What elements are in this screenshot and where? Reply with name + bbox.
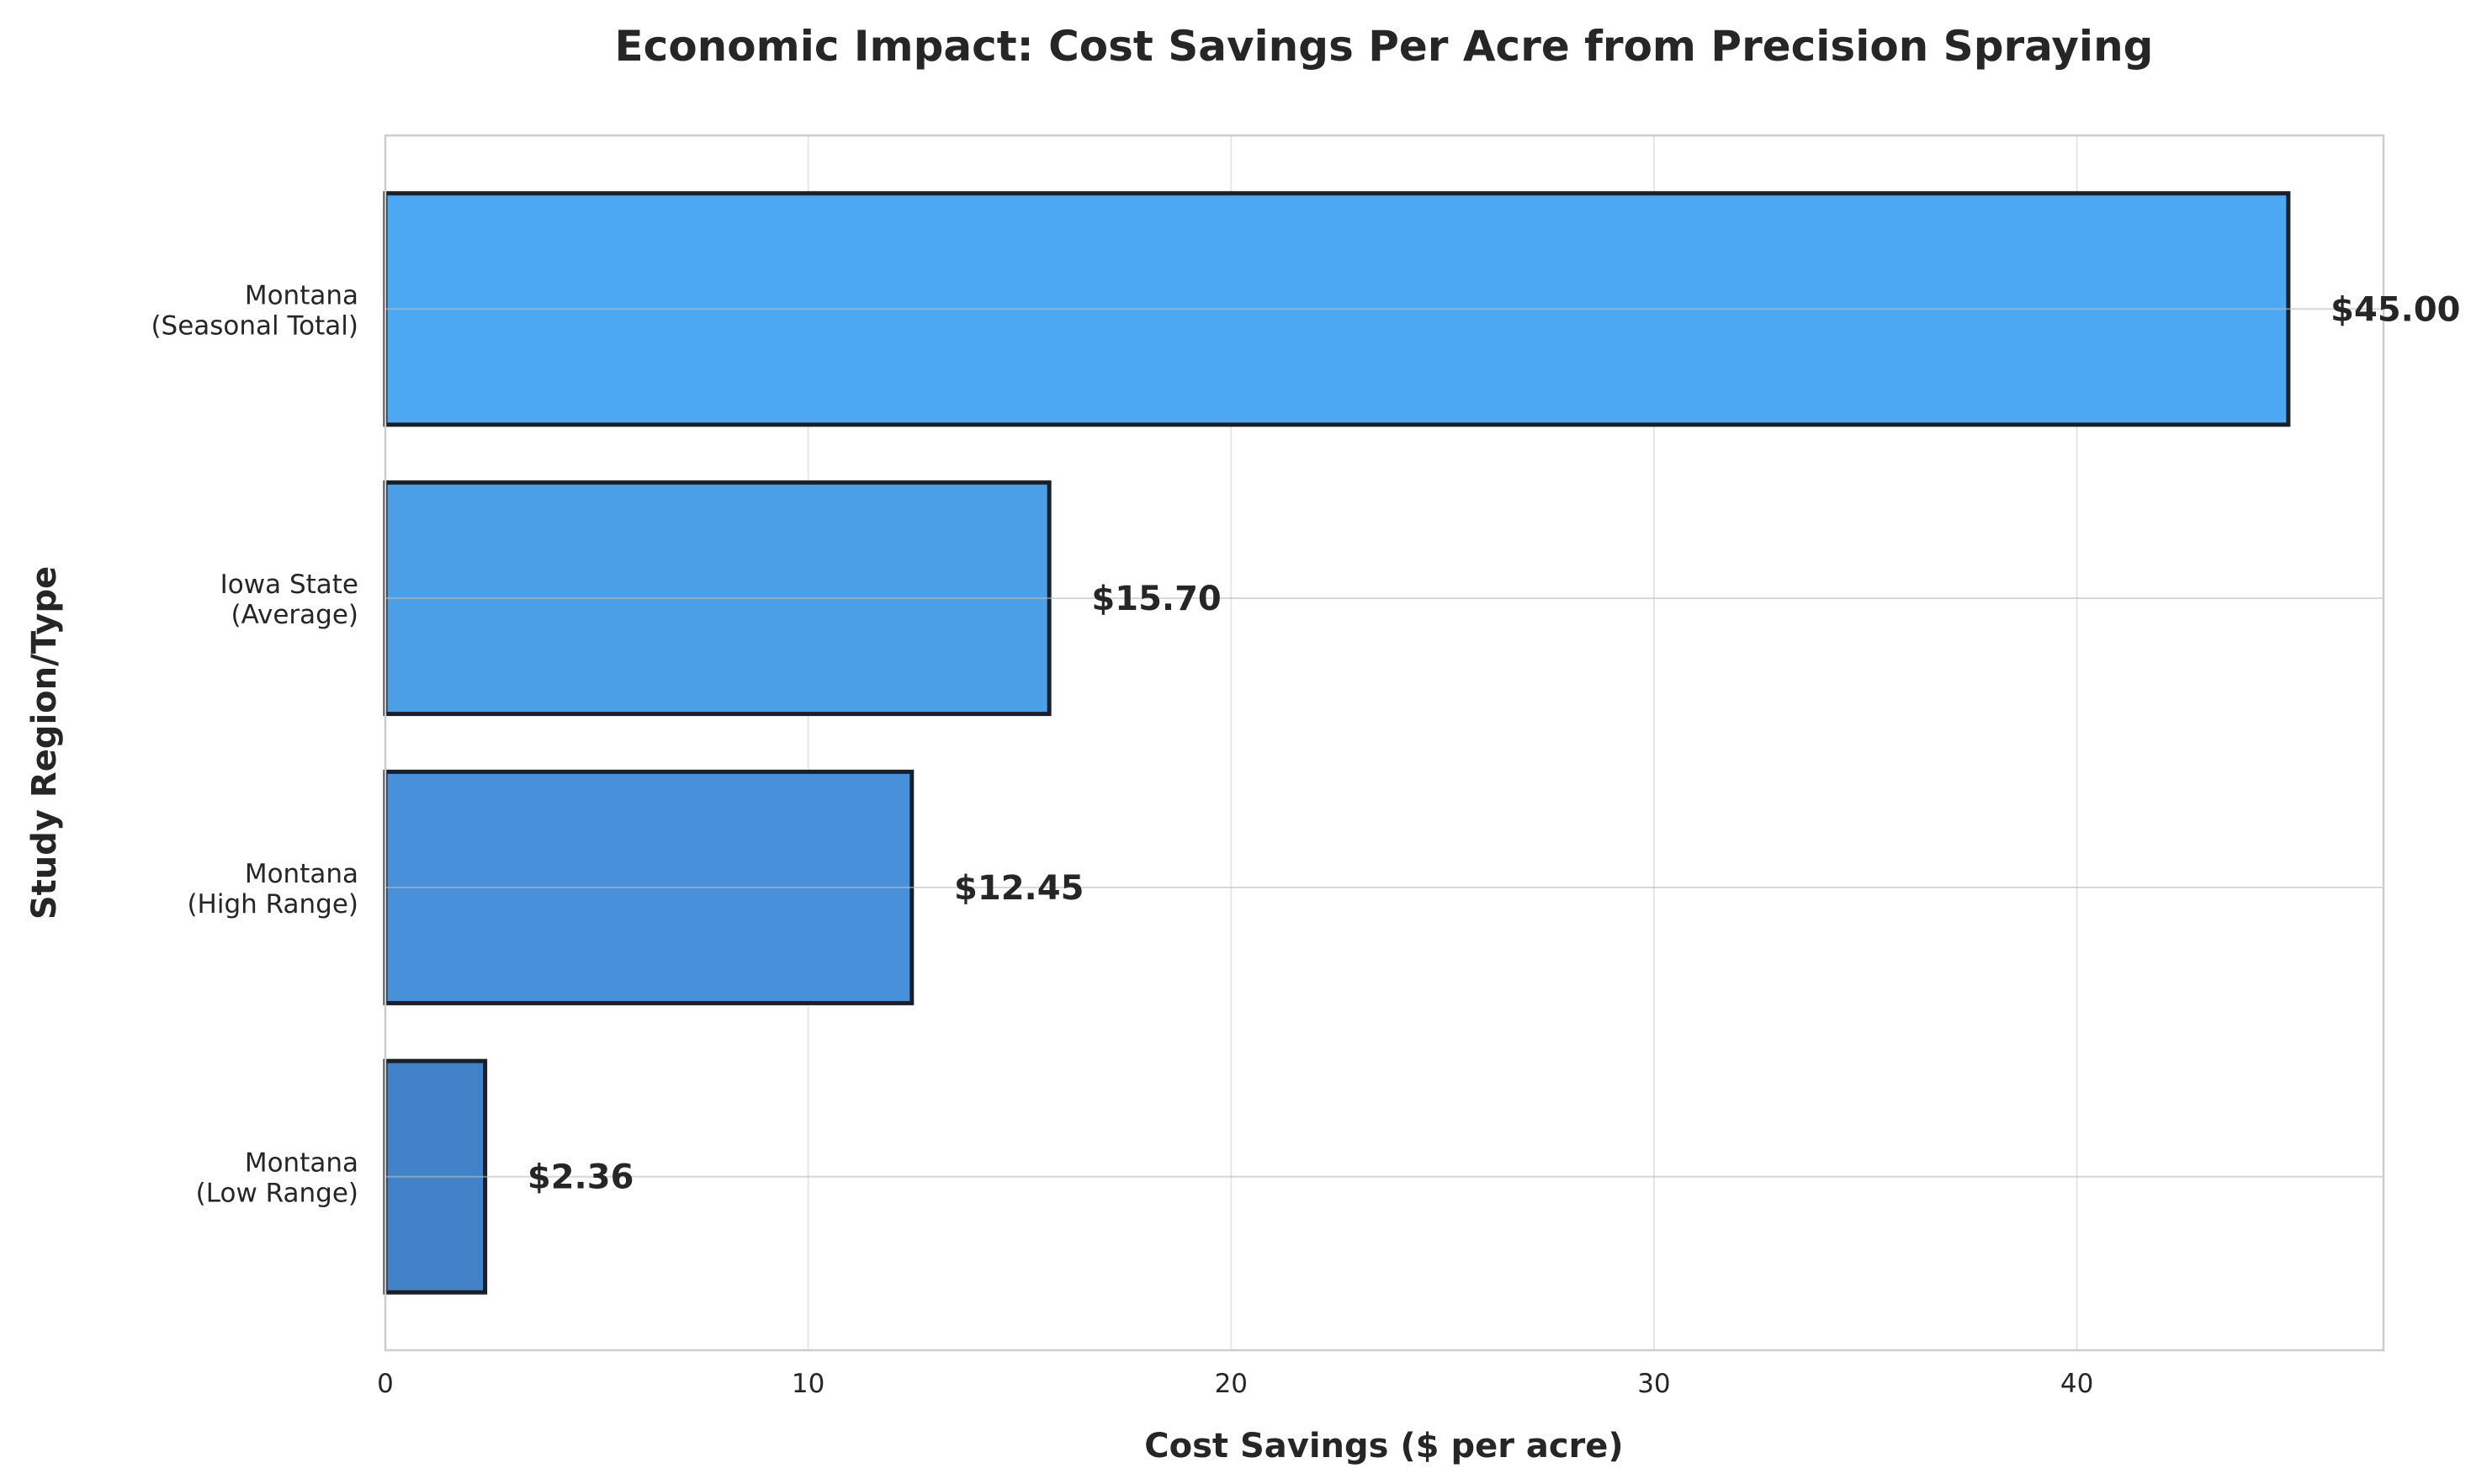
data-label: $15.70 — [1091, 580, 1221, 618]
y-axis-label: Study Region/Type — [25, 566, 64, 920]
y-tick-label: Montana (High Range) — [187, 859, 358, 920]
data-label: $2.36 — [528, 1158, 634, 1197]
data-label: $12.45 — [954, 869, 1084, 908]
x-tick-label: 40 — [2060, 1369, 2093, 1399]
chart-title: Economic Impact: Cost Savings Per Acre f… — [615, 22, 2154, 71]
y-tick-label: Montana (Seasonal Total) — [151, 280, 358, 341]
x-tick-label: 0 — [377, 1369, 394, 1399]
y-tick-label: Montana (Low Range) — [196, 1148, 358, 1209]
y-tick-label: Iowa State (Average) — [220, 570, 358, 630]
horizontal-gridlines — [385, 308, 2383, 1178]
x-tick-label: 20 — [1215, 1369, 1248, 1399]
data-label: $45.00 — [2330, 290, 2460, 329]
data-labels: $2.36 $12.45 $15.70 $45.00 — [528, 290, 2461, 1196]
x-tick-label: 30 — [1637, 1369, 1670, 1399]
x-tick-labels: 0 10 20 30 40 — [377, 1369, 2093, 1399]
x-axis-label: Cost Savings ($ per acre) — [1144, 1427, 1623, 1465]
y-tick-labels: Montana (Low Range) Montana (High Range) Iow… — [151, 280, 358, 1208]
plot-frame — [384, 134, 2385, 1352]
x-tick-label: 10 — [792, 1369, 824, 1399]
bars — [383, 191, 2291, 1295]
